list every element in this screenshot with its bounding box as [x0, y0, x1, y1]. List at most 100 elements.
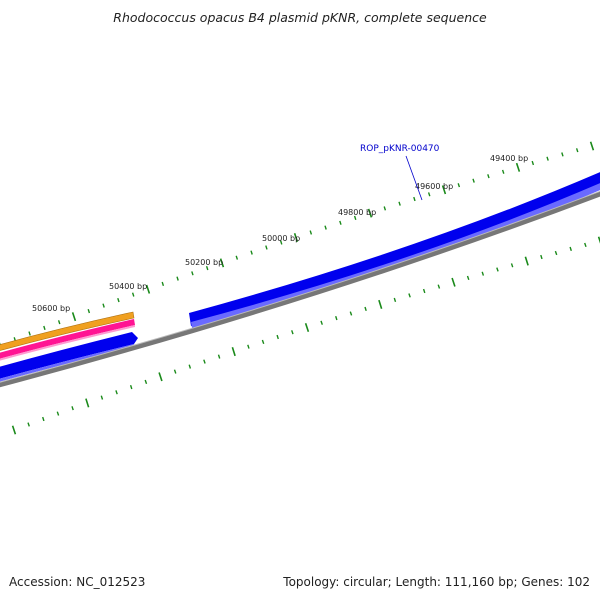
inner-tick — [27, 422, 30, 427]
orange-feature[interactable] — [0, 311, 135, 352]
outer-tick — [353, 215, 357, 221]
inner-tick — [540, 254, 543, 260]
outer-tick — [235, 255, 239, 260]
outer-tick — [250, 250, 253, 255]
magenta-feature-edge — [0, 325, 135, 361]
inner-tick — [393, 297, 397, 303]
inner-tick — [158, 372, 163, 382]
outer-tick — [575, 148, 579, 153]
inner-tick — [451, 277, 456, 287]
outer-tick — [265, 245, 268, 250]
outer-tick — [191, 271, 194, 276]
outer-tick — [71, 312, 77, 322]
inner-tick — [335, 315, 338, 321]
outer-tick — [413, 196, 416, 202]
inner-tick — [42, 416, 45, 422]
inner-tick — [510, 263, 514, 268]
outer-tick — [472, 178, 475, 183]
inner-tick — [408, 293, 411, 298]
outer-tick — [324, 225, 327, 230]
inner-tick — [231, 347, 236, 357]
outer-tick — [441, 185, 447, 195]
inner-tick — [320, 320, 323, 325]
inner-tick-ring — [11, 236, 600, 435]
outer-tick — [279, 240, 283, 245]
outer-tick — [457, 183, 461, 188]
outer-tick — [367, 208, 373, 218]
backbone-highlight — [0, 190, 600, 383]
inner-tick — [496, 267, 499, 272]
outer-tick — [339, 220, 342, 225]
outer-tick — [515, 162, 521, 172]
inner-tick — [584, 242, 587, 248]
inner-tick — [173, 369, 177, 374]
inner-tick — [115, 390, 118, 395]
accession-text: Accession: NC_012523 — [9, 575, 146, 589]
outer-tick — [161, 281, 165, 287]
gene-feature-left-edge — [0, 344, 135, 382]
outer-tick — [383, 206, 387, 211]
outer-tick — [102, 303, 105, 308]
inner-tick — [71, 406, 74, 411]
inner-tick — [437, 284, 441, 289]
inner-tick — [554, 250, 558, 256]
outer-tick — [87, 308, 91, 314]
outer-tick — [398, 201, 401, 206]
scale-label-50400: 50400 bp — [109, 282, 147, 291]
scale-label-50000: 50000 bp — [262, 234, 300, 243]
gene-label[interactable]: ROP_pKNR-00470 — [360, 144, 440, 154]
inner-tick — [481, 271, 485, 276]
outer-tick — [131, 292, 135, 297]
inner-tick — [247, 344, 250, 349]
inner-tick — [144, 379, 148, 385]
inner-tick — [203, 359, 206, 364]
inner-tick — [597, 236, 600, 244]
magenta-feature[interactable] — [0, 319, 135, 360]
inner-tick — [11, 425, 17, 435]
inner-tick — [85, 398, 90, 408]
outer-tick — [487, 174, 490, 179]
outer-tick — [427, 192, 431, 197]
gene-feature-right[interactable] — [189, 170, 600, 326]
inner-tick — [276, 334, 279, 340]
inner-tick — [188, 364, 192, 369]
gene-feature-right-edge — [191, 183, 600, 328]
inner-tick — [378, 299, 383, 309]
scale-label-49800: 49800 bp — [338, 208, 376, 217]
outer-tick — [43, 325, 46, 331]
inner-tick — [261, 339, 265, 345]
outer-tick — [117, 297, 120, 303]
scale-label-49600: 49600 bp — [415, 182, 453, 191]
outer-tick — [293, 232, 299, 243]
outer-tick — [205, 265, 209, 271]
inner-tick — [291, 330, 294, 335]
inner-tick — [569, 246, 572, 252]
outer-tick — [589, 141, 595, 151]
gene-feature-left[interactable] — [0, 332, 138, 380]
outer-tick — [28, 331, 31, 336]
inner-tick — [100, 395, 104, 400]
scale-label-49400: 49400 bp — [490, 154, 528, 163]
outer-tick — [309, 230, 313, 235]
outer-tick — [546, 156, 549, 161]
inner-tick — [524, 256, 529, 266]
inner-tick — [217, 354, 221, 359]
inner-tick — [304, 322, 310, 333]
outer-tick-ring — [0, 141, 595, 350]
inner-tick — [129, 384, 133, 390]
outer-tick — [145, 284, 151, 294]
gene-label-leader — [405, 155, 423, 201]
outer-tick — [501, 169, 505, 174]
outer-tick — [176, 276, 179, 281]
inner-tick — [364, 306, 367, 312]
outer-tick — [57, 320, 61, 325]
outer-tick — [219, 258, 225, 268]
map-title: Rhodococcus opacus B4 plasmid pKNR, comp… — [113, 10, 487, 25]
outer-tick — [561, 152, 564, 157]
summary-text: Topology: circular; Length: 111,160 bp; … — [283, 575, 590, 589]
outer-tick — [531, 160, 535, 166]
backbone — [0, 191, 600, 388]
inner-tick — [56, 411, 60, 416]
inner-tick — [349, 311, 353, 316]
